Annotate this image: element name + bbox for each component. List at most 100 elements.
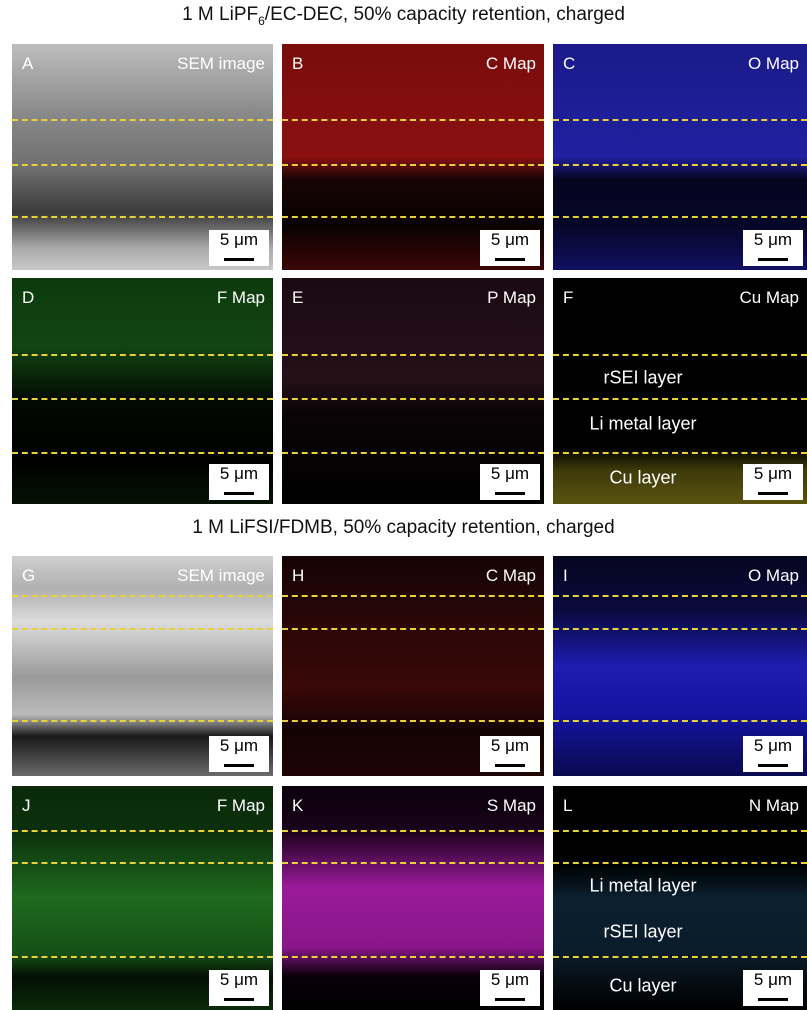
scale-line [758, 998, 788, 1001]
panel-label: SEM image [177, 54, 265, 74]
layer-boundary [282, 216, 544, 218]
scale-text: 5 μm [209, 230, 269, 250]
scale-bar: 5 μm [209, 970, 269, 1006]
scale-bar: 5 μm [480, 230, 540, 266]
layer-boundary [553, 956, 807, 958]
layer-boundary [12, 164, 273, 166]
layer-boundary [12, 830, 273, 832]
panel-letter: I [563, 566, 568, 586]
figure: 1 M LiPF6/EC-DEC, 50% capacity retention… [0, 0, 807, 1010]
panel-label: F Map [217, 796, 265, 816]
scale-text: 5 μm [480, 970, 540, 990]
title-text: 1 M LiFSI/FDMB, 50% capacity retention, … [192, 517, 614, 538]
panel-letter: L [563, 796, 572, 816]
layer-label: Li metal layer [589, 414, 696, 435]
section-title: 1 M LiPF6/EC-DEC, 50% capacity retention… [0, 4, 807, 28]
layer-boundary [553, 164, 807, 166]
panel-label: Cu Map [739, 288, 799, 308]
image-panel: C O Map 5 μm [553, 44, 807, 270]
layer-boundary [12, 398, 273, 400]
layer-label: rSEI layer [603, 368, 682, 389]
layer-boundary [12, 354, 273, 356]
image-panel: A SEM image 5 μm [12, 44, 273, 270]
scale-text: 5 μm [209, 736, 269, 756]
scale-line [495, 764, 525, 767]
layer-boundary [553, 119, 807, 121]
scale-bar: 5 μm [209, 464, 269, 500]
layer-boundary [12, 956, 273, 958]
scale-text: 5 μm [480, 736, 540, 756]
scale-text: 5 μm [209, 970, 269, 990]
layer-boundary [553, 354, 807, 356]
scale-bar: 5 μm [209, 230, 269, 266]
layer-boundary [12, 119, 273, 121]
layer-boundary [282, 119, 544, 121]
panel-letter: J [22, 796, 31, 816]
scale-line [495, 492, 525, 495]
panel-label: C Map [486, 54, 536, 74]
layer-boundary [282, 720, 544, 722]
scale-text: 5 μm [743, 736, 803, 756]
scale-line [758, 492, 788, 495]
image-panel: J F Map 5 μm [12, 786, 273, 1010]
panel-letter: F [563, 288, 573, 308]
title-text: /EC-DEC, 50% capacity retention, charged [265, 4, 625, 25]
panel-label: F Map [217, 288, 265, 308]
image-panel: E P Map 5 μm [282, 278, 544, 504]
layer-boundary [553, 398, 807, 400]
scale-text: 5 μm [209, 464, 269, 484]
layer-boundary [553, 216, 807, 218]
scale-line [224, 998, 254, 1001]
scale-text: 5 μm [480, 230, 540, 250]
layer-boundary [12, 720, 273, 722]
layer-boundary [282, 956, 544, 958]
layer-label: Li metal layer [589, 876, 696, 897]
scale-line [758, 764, 788, 767]
title-subscript: 6 [258, 14, 265, 28]
panel-letter: C [563, 54, 575, 74]
panel-letter: H [292, 566, 304, 586]
title-text: 1 M LiPF [182, 4, 258, 25]
panel-letter: A [22, 54, 33, 74]
layer-boundary [282, 354, 544, 356]
layer-boundary [282, 628, 544, 630]
layer-boundary [12, 862, 273, 864]
panel-label: O Map [748, 54, 799, 74]
scale-bar: 5 μm [480, 464, 540, 500]
scale-bar: 5 μm [209, 736, 269, 772]
panel-label: N Map [749, 796, 799, 816]
scale-line [224, 492, 254, 495]
panel-label: SEM image [177, 566, 265, 586]
layer-boundary [282, 862, 544, 864]
scale-text: 5 μm [743, 230, 803, 250]
layer-boundary [553, 720, 807, 722]
layer-label: Cu layer [609, 976, 676, 997]
layer-boundary [282, 452, 544, 454]
scale-bar: 5 μm [743, 230, 803, 266]
layer-boundary [282, 164, 544, 166]
scale-bar: 5 μm [480, 736, 540, 772]
scale-text: 5 μm [743, 970, 803, 990]
layer-boundary [553, 830, 807, 832]
layer-boundary [553, 595, 807, 597]
scale-line [224, 764, 254, 767]
scale-bar: 5 μm [480, 970, 540, 1006]
layer-boundary [282, 398, 544, 400]
section-title: 1 M LiFSI/FDMB, 50% capacity retention, … [0, 517, 807, 539]
layer-boundary [12, 216, 273, 218]
panel-label: P Map [487, 288, 536, 308]
panel-label: S Map [487, 796, 536, 816]
layer-boundary [12, 452, 273, 454]
scale-text: 5 μm [743, 464, 803, 484]
scale-line [758, 258, 788, 261]
scale-text: 5 μm [480, 464, 540, 484]
panel-letter: E [292, 288, 303, 308]
